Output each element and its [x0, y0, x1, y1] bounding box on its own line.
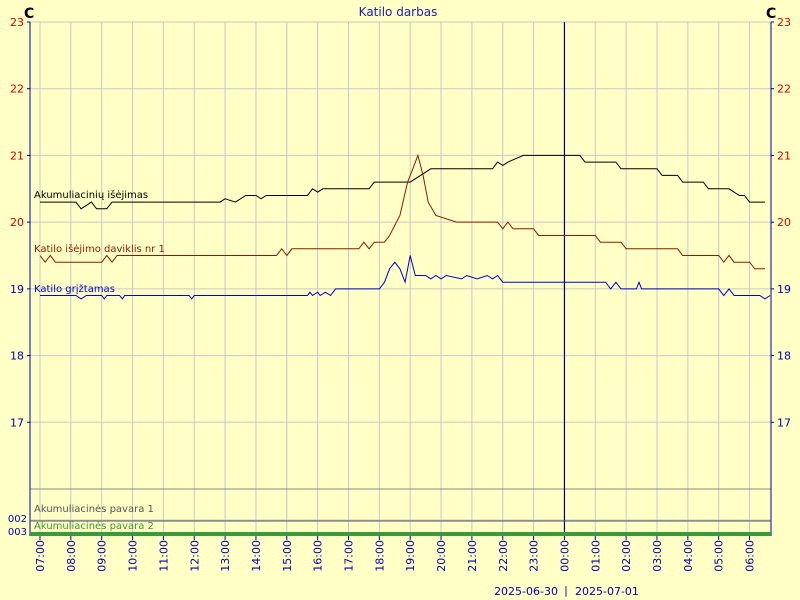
grid-lines [30, 21, 771, 536]
x-tick-label: 08:00 [65, 540, 78, 572]
series-label-2: Katilo išėjimo daviklis nr 1 [34, 243, 165, 255]
y-tick-label-left: 22 [10, 83, 24, 96]
x-tick-label: 16:00 [312, 540, 325, 572]
digital-label-2: Akumuliacinės pavara 2 [34, 521, 154, 532]
x-tick-label: 10:00 [127, 540, 140, 572]
x-tick-label: 09:00 [96, 540, 109, 572]
y-tick-label-right: 20 [777, 216, 791, 229]
y-tick-label-left: 18 [10, 350, 24, 363]
y-tick-label-right: 19 [777, 283, 791, 296]
series-labels: Akumuliacinių išėjimas Katilo išėjimo dav… [34, 189, 165, 295]
x-tick-label: 14:00 [250, 540, 263, 572]
x-tick-label: 13:00 [219, 540, 232, 572]
series-line-2 [39, 153, 765, 270]
y-tick-label-left: 23 [10, 16, 24, 29]
x-tick-label: 04:00 [682, 540, 695, 572]
y-tick-label-right: 18 [777, 350, 791, 363]
x-tick-label: 19:00 [404, 540, 417, 572]
series-label-1: Akumuliacinių išėjimas [34, 189, 148, 201]
x-tick-label: 17:00 [343, 540, 356, 572]
right-unit-label: C [766, 6, 776, 22]
x-tick-label: 18:00 [373, 540, 386, 572]
y-tick-label-right: 22 [777, 83, 791, 96]
y-tick-label-left: 20 [10, 216, 24, 229]
x-tick-label: 01:00 [589, 540, 602, 572]
series-line-1 [40, 154, 765, 210]
y-tick-label-left: 17 [10, 416, 24, 429]
date-separator: | [564, 584, 568, 597]
digital-label-1: Akumuliacinės pavara 1 [34, 504, 154, 515]
digital-code-1: 002 [8, 514, 27, 525]
x-tick-label: 15:00 [281, 540, 294, 572]
date-label-left: 2025-06-30 [494, 585, 558, 598]
y-tick-label-left: 19 [10, 283, 24, 296]
x-tick-label: 11:00 [157, 540, 170, 572]
axes [27, 21, 774, 540]
left-unit-label: C [24, 6, 34, 22]
x-tick-label: 00:00 [558, 540, 571, 572]
x-tick-label: 23:00 [528, 540, 541, 572]
x-tick-label: 22:00 [497, 540, 510, 572]
x-tick-label: 03:00 [651, 540, 664, 572]
y-tick-label-left: 21 [10, 149, 24, 162]
tick-labels: 17 17 18 18 19 19 20 20 21 21 22 22 23 23 07:00 08:00 09… [8, 16, 791, 572]
x-tick-label: 07:00 [34, 540, 47, 572]
x-tick-label: 12:00 [188, 540, 201, 572]
x-tick-label: 05:00 [713, 540, 726, 572]
date-labels: 2025-06-30 | 2025-07-01 [494, 584, 639, 598]
digital-tracks: Akumuliacinės pavara 1 Akumuliacinės pava… [30, 504, 771, 536]
y-tick-label-right: 21 [777, 149, 791, 162]
series-label-3: Katilo grįžtamas [34, 283, 115, 295]
x-tick-label: 06:00 [744, 540, 757, 572]
digital-code-2: 003 [8, 527, 27, 538]
x-tick-label: 20:00 [435, 540, 448, 572]
date-label-right: 2025-07-01 [575, 585, 639, 598]
y-tick-label-right: 23 [777, 16, 791, 29]
chart-title: Katilo darbas [359, 5, 438, 19]
y-tick-label-right: 17 [777, 416, 791, 429]
series-lines [39, 153, 771, 300]
x-tick-label: 21:00 [466, 540, 479, 572]
series-line-3 [40, 255, 771, 300]
x-tick-label: 02:00 [620, 540, 633, 572]
